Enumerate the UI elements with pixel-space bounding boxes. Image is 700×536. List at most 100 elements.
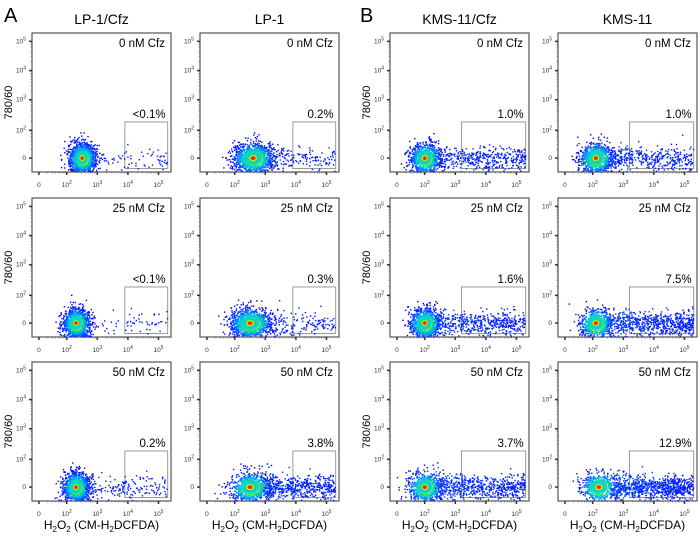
event-dot <box>78 313 80 315</box>
event-dot <box>153 492 156 494</box>
event-dot <box>275 151 278 153</box>
event-dot <box>63 335 65 337</box>
event-dot <box>81 329 83 332</box>
y-tick-label: 103 <box>184 95 194 104</box>
event-dot <box>64 327 66 330</box>
event-dot <box>84 486 86 489</box>
event-dot <box>62 478 64 480</box>
event-dot <box>164 481 166 483</box>
event-dot <box>84 479 86 482</box>
event-dot <box>85 167 88 169</box>
event-dot <box>71 335 73 337</box>
event-dot <box>92 156 94 158</box>
event-dot <box>79 142 81 144</box>
event-dot <box>70 499 72 502</box>
event-dot <box>70 316 72 319</box>
event-dot <box>72 315 74 317</box>
event-dot <box>65 491 67 494</box>
event-dot <box>78 136 80 139</box>
event-dot <box>77 307 80 309</box>
event-dot <box>82 326 84 329</box>
event-dot <box>287 160 290 162</box>
event-dot <box>118 493 120 495</box>
event-dot <box>90 157 92 159</box>
event-dot <box>83 481 86 483</box>
event-dot <box>95 164 97 166</box>
event-dot <box>87 165 90 167</box>
y-tick-label: 104 <box>184 66 194 75</box>
event-dot <box>75 331 78 333</box>
event-dot <box>146 492 148 494</box>
event-dot <box>266 146 268 149</box>
event-dot <box>122 486 124 488</box>
event-dot <box>142 477 144 479</box>
event-dot <box>268 146 270 148</box>
event-dot <box>109 486 111 489</box>
gate-rectangle <box>124 450 169 499</box>
event-dot <box>64 483 67 485</box>
event-dot <box>83 148 85 150</box>
event-dot <box>158 160 160 162</box>
event-dot <box>125 329 127 331</box>
event-dot <box>86 320 89 322</box>
event-dot <box>72 497 74 499</box>
condition-label: 25 nM Cfz <box>113 203 166 215</box>
event-dot <box>165 493 167 495</box>
event-dot <box>69 325 71 328</box>
event-dot <box>127 488 129 490</box>
event-dot <box>271 160 274 162</box>
event-dot <box>101 154 103 156</box>
event-dot <box>88 314 90 316</box>
event-dot <box>80 491 82 494</box>
event-dot <box>293 157 295 159</box>
event-dot <box>279 159 281 161</box>
event-dot <box>86 165 88 167</box>
event-dot <box>86 480 88 482</box>
event-dot <box>69 492 71 495</box>
event-dot <box>69 155 72 157</box>
event-dot <box>132 481 134 483</box>
event-dot <box>271 147 273 150</box>
event-dot <box>118 484 120 486</box>
event-dot <box>103 160 106 162</box>
event-dot <box>261 146 263 148</box>
plot-frame <box>31 197 172 338</box>
event-dot <box>78 164 80 167</box>
event-dot <box>71 151 73 153</box>
event-dot <box>82 164 85 166</box>
event-dot <box>68 481 70 483</box>
event-dot <box>88 151 90 153</box>
event-dot <box>89 157 91 159</box>
event-dot <box>80 333 82 335</box>
event-dot <box>90 160 92 163</box>
event-dot <box>94 491 96 493</box>
event-dot <box>79 480 81 482</box>
event-dot <box>91 140 93 143</box>
event-dot <box>89 331 91 333</box>
event-dot <box>112 486 114 488</box>
event-dot <box>80 328 82 330</box>
gate-percent-label: 0.2% <box>139 438 165 450</box>
event-dot <box>276 165 278 167</box>
event-dot <box>82 334 84 336</box>
event-dot <box>235 147 237 149</box>
event-dot <box>88 477 90 479</box>
event-dot <box>66 326 69 329</box>
event-dot <box>86 162 88 165</box>
event-dot <box>269 143 271 145</box>
event-dot <box>135 475 138 477</box>
event-dot <box>95 483 97 485</box>
event-dot <box>123 166 126 168</box>
event-dot <box>73 142 75 144</box>
event-dot <box>64 140 66 143</box>
event-dot <box>85 325 87 328</box>
event-dot <box>86 315 88 317</box>
event-dot <box>82 497 84 499</box>
event-dot <box>78 334 80 336</box>
event-dot <box>159 492 162 494</box>
event-dot <box>127 166 129 169</box>
event-dot <box>68 165 70 168</box>
event-dot <box>79 467 81 469</box>
x-tick-label: 105 <box>153 345 163 354</box>
